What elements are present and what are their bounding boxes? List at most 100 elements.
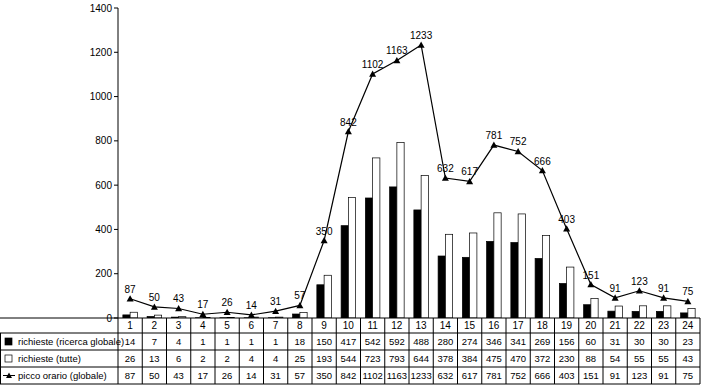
table-cell: 31 [610, 336, 621, 347]
table-cell: 25 [295, 353, 306, 364]
legend-swatch [5, 338, 12, 345]
table-cell: 280 [437, 336, 453, 347]
bar [567, 267, 574, 318]
table-cell: 1 [273, 336, 278, 347]
x-tick-label: 10 [343, 320, 355, 331]
data-label: 1163 [386, 45, 408, 56]
marker [321, 237, 328, 243]
y-tick [114, 8, 118, 9]
data-label: 403 [558, 214, 575, 225]
table-cell: 7 [152, 336, 157, 347]
bar [615, 306, 622, 318]
marker [248, 311, 255, 317]
data-label: 781 [486, 130, 503, 141]
bar [494, 213, 501, 318]
data-label: 666 [534, 156, 551, 167]
table-cell: 91 [610, 370, 621, 381]
data-label: 17 [197, 299, 209, 310]
data-label: 57 [294, 290, 306, 301]
marker [490, 142, 497, 148]
y-axis [118, 8, 119, 318]
bar [559, 283, 566, 318]
table-cell: 55 [658, 353, 669, 364]
bar [445, 234, 452, 318]
table-line [578, 318, 579, 384]
x-tick-label: 13 [416, 320, 428, 331]
table-cell: 18 [295, 336, 306, 347]
marker [393, 57, 400, 63]
x-axis [0, 318, 700, 319]
marker [296, 302, 303, 308]
table-cell: 91 [658, 370, 669, 381]
marker [199, 311, 206, 317]
bar [591, 299, 598, 318]
data-label: 50 [149, 292, 161, 303]
table-cell: 54 [610, 353, 621, 364]
bar [518, 214, 525, 318]
table-cell: 43 [683, 353, 694, 364]
x-tick-label: 8 [297, 320, 303, 331]
table-cell: 666 [534, 370, 550, 381]
marker [684, 298, 691, 304]
marker [272, 308, 279, 314]
data-label: 43 [173, 293, 185, 304]
table-cell: 50 [149, 370, 160, 381]
table-cell: 2 [224, 353, 229, 364]
x-tick-label: 22 [634, 320, 646, 331]
legend-label: richieste (ricerca globale) [18, 336, 124, 347]
data-label: 1233 [410, 30, 433, 41]
x-tick-label: 19 [561, 320, 573, 331]
table-line [700, 318, 701, 384]
table-cell: 475 [486, 353, 502, 364]
data-label: 842 [340, 117, 357, 128]
table-cell: 644 [413, 353, 429, 364]
table-cell: 13 [149, 353, 160, 364]
marker [612, 294, 619, 300]
bar [462, 257, 469, 318]
table-cell: 57 [295, 370, 306, 381]
data-label: 350 [316, 226, 333, 237]
x-tick-label: 4 [200, 320, 206, 331]
table-line [530, 318, 531, 384]
x-tick-label: 14 [440, 320, 452, 331]
bar [341, 226, 348, 318]
x-tick-label: 21 [610, 320, 622, 331]
table-cell: 31 [270, 370, 281, 381]
table-line [0, 350, 700, 351]
y-tick-label: 1400 [90, 3, 113, 14]
table-cell: 632 [437, 370, 453, 381]
x-tick-label: 24 [682, 320, 694, 331]
bar [487, 241, 494, 318]
table-cell: 30 [658, 336, 669, 347]
data-label: 14 [246, 300, 258, 311]
table-cell: 193 [316, 353, 332, 364]
line [130, 45, 688, 315]
y-tick-label: 800 [95, 135, 112, 146]
marker [563, 225, 570, 231]
table-cell: 1233 [411, 370, 432, 381]
bar [632, 311, 639, 318]
data-label: 31 [270, 296, 282, 307]
plot-marks [123, 41, 695, 318]
marker [515, 148, 522, 154]
x-tick-label: 2 [152, 320, 158, 331]
bar [688, 308, 695, 318]
y-tick [114, 273, 118, 274]
data-label: 87 [125, 284, 137, 295]
table-line [627, 318, 628, 384]
bar [390, 187, 397, 318]
marker [587, 281, 594, 287]
table-line [433, 318, 434, 384]
y-tick [114, 229, 118, 230]
table-cell: 544 [340, 353, 356, 364]
x-tick-label: 15 [464, 320, 476, 331]
table-line [0, 367, 700, 368]
marker [636, 287, 643, 293]
table-cell: 151 [583, 370, 599, 381]
table-cell: 274 [462, 336, 478, 347]
table-cell: 6 [176, 353, 181, 364]
table-line [481, 318, 482, 384]
table-cell: 470 [510, 353, 526, 364]
marker [418, 41, 425, 47]
table-cell: 752 [510, 370, 526, 381]
